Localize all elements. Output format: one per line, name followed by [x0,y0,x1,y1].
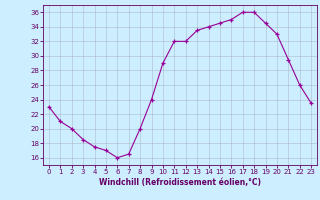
X-axis label: Windchill (Refroidissement éolien,°C): Windchill (Refroidissement éolien,°C) [99,178,261,187]
